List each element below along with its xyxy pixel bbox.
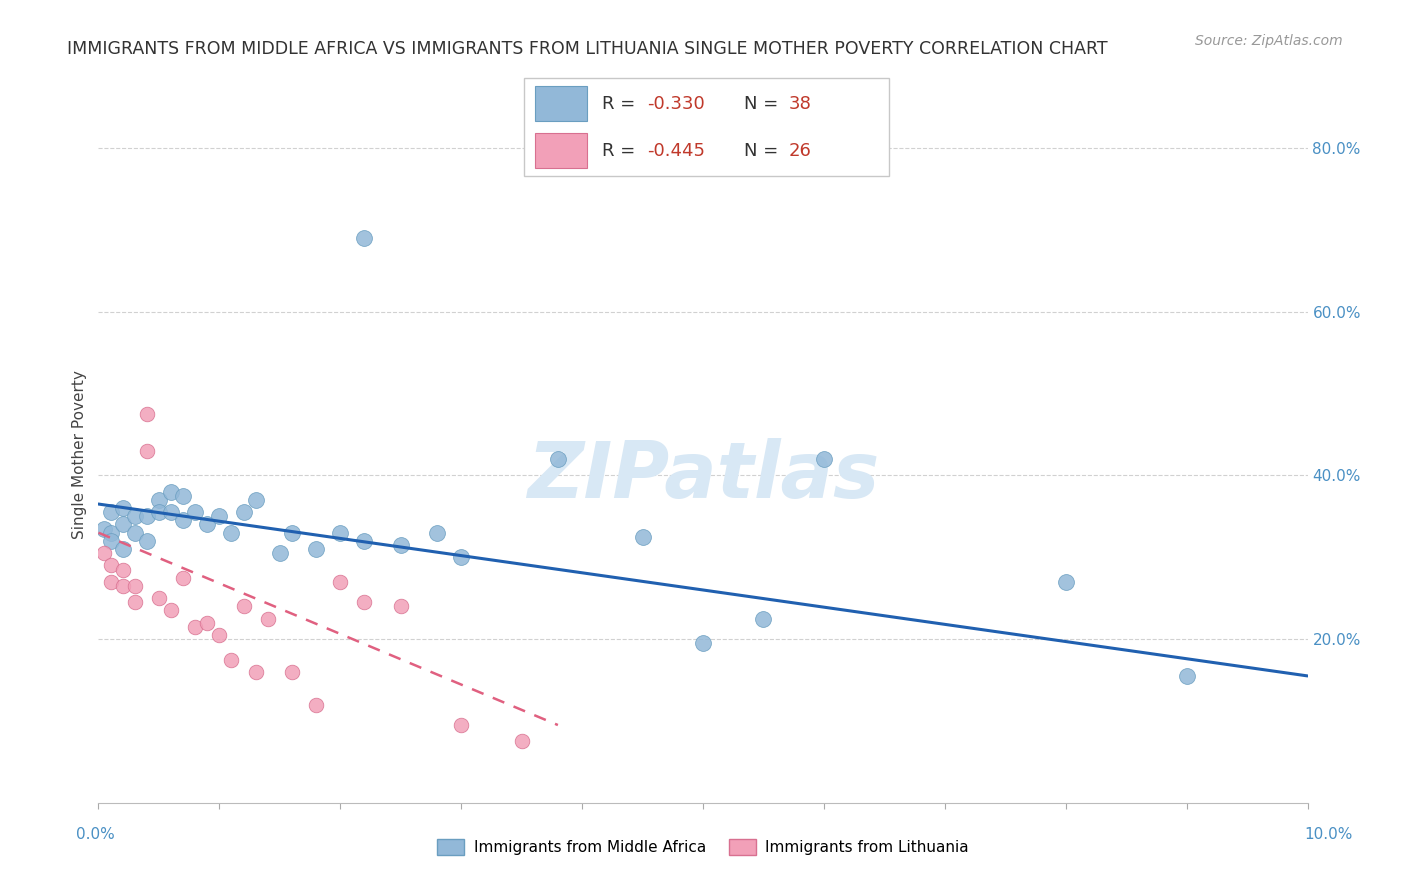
Text: Source: ZipAtlas.com: Source: ZipAtlas.com xyxy=(1195,34,1343,48)
Point xyxy=(232,505,254,519)
Point xyxy=(692,636,714,650)
Point xyxy=(208,509,231,524)
Point xyxy=(221,525,243,540)
Point xyxy=(172,571,194,585)
Point xyxy=(281,525,304,540)
Point xyxy=(135,533,157,548)
Point xyxy=(305,698,328,712)
Point xyxy=(1054,574,1077,589)
Text: -0.445: -0.445 xyxy=(647,142,704,160)
Point xyxy=(172,513,194,527)
FancyBboxPatch shape xyxy=(524,78,889,177)
Point xyxy=(148,492,170,507)
Point xyxy=(111,579,134,593)
Text: IMMIGRANTS FROM MIDDLE AFRICA VS IMMIGRANTS FROM LITHUANIA SINGLE MOTHER POVERTY: IMMIGRANTS FROM MIDDLE AFRICA VS IMMIGRA… xyxy=(67,40,1108,58)
Point xyxy=(450,550,472,565)
Text: 26: 26 xyxy=(789,142,811,160)
Point xyxy=(100,558,122,573)
Text: ZIPatlas: ZIPatlas xyxy=(527,438,879,514)
Point xyxy=(305,542,328,557)
Text: R =: R = xyxy=(602,142,641,160)
Point xyxy=(184,620,207,634)
Point xyxy=(135,407,157,421)
Point xyxy=(93,546,115,560)
Point xyxy=(232,599,254,614)
Point xyxy=(100,574,122,589)
Point xyxy=(450,718,472,732)
Point xyxy=(172,489,194,503)
Point xyxy=(389,599,412,614)
Point xyxy=(353,231,375,245)
Point xyxy=(148,505,170,519)
FancyBboxPatch shape xyxy=(536,133,588,168)
Point xyxy=(1175,669,1198,683)
Text: R =: R = xyxy=(602,95,641,112)
Point xyxy=(329,525,352,540)
Point xyxy=(100,525,122,540)
Point xyxy=(221,652,243,666)
Point xyxy=(184,505,207,519)
Y-axis label: Single Mother Poverty: Single Mother Poverty xyxy=(72,370,87,540)
Point xyxy=(281,665,304,679)
Text: 38: 38 xyxy=(789,95,811,112)
Point xyxy=(353,533,375,548)
FancyBboxPatch shape xyxy=(536,87,588,121)
Text: -0.330: -0.330 xyxy=(647,95,704,112)
Point xyxy=(208,628,231,642)
Text: 0.0%: 0.0% xyxy=(76,827,115,841)
Point xyxy=(752,612,775,626)
Point xyxy=(426,525,449,540)
Point xyxy=(135,443,157,458)
Point xyxy=(100,533,122,548)
Text: N =: N = xyxy=(744,95,783,112)
Point xyxy=(353,595,375,609)
Point xyxy=(124,579,146,593)
Point xyxy=(135,509,157,524)
Point xyxy=(631,530,654,544)
Point xyxy=(111,562,134,576)
Point xyxy=(124,595,146,609)
Legend: Immigrants from Middle Africa, Immigrants from Lithuania: Immigrants from Middle Africa, Immigrant… xyxy=(430,833,976,862)
Text: N =: N = xyxy=(744,142,783,160)
Point xyxy=(510,734,533,748)
Point xyxy=(256,612,278,626)
Point xyxy=(100,505,122,519)
Text: 10.0%: 10.0% xyxy=(1305,827,1353,841)
Point xyxy=(269,546,291,560)
Point xyxy=(111,542,134,557)
Point xyxy=(245,665,267,679)
Point xyxy=(111,517,134,532)
Point xyxy=(329,574,352,589)
Point xyxy=(124,525,146,540)
Point xyxy=(195,615,218,630)
Point xyxy=(111,501,134,516)
Point xyxy=(93,522,115,536)
Point xyxy=(547,452,569,467)
Point xyxy=(813,452,835,467)
Point xyxy=(245,492,267,507)
Point xyxy=(148,591,170,606)
Point xyxy=(389,538,412,552)
Point xyxy=(160,505,183,519)
Point xyxy=(160,484,183,499)
Point xyxy=(160,603,183,617)
Point xyxy=(195,517,218,532)
Point xyxy=(124,509,146,524)
